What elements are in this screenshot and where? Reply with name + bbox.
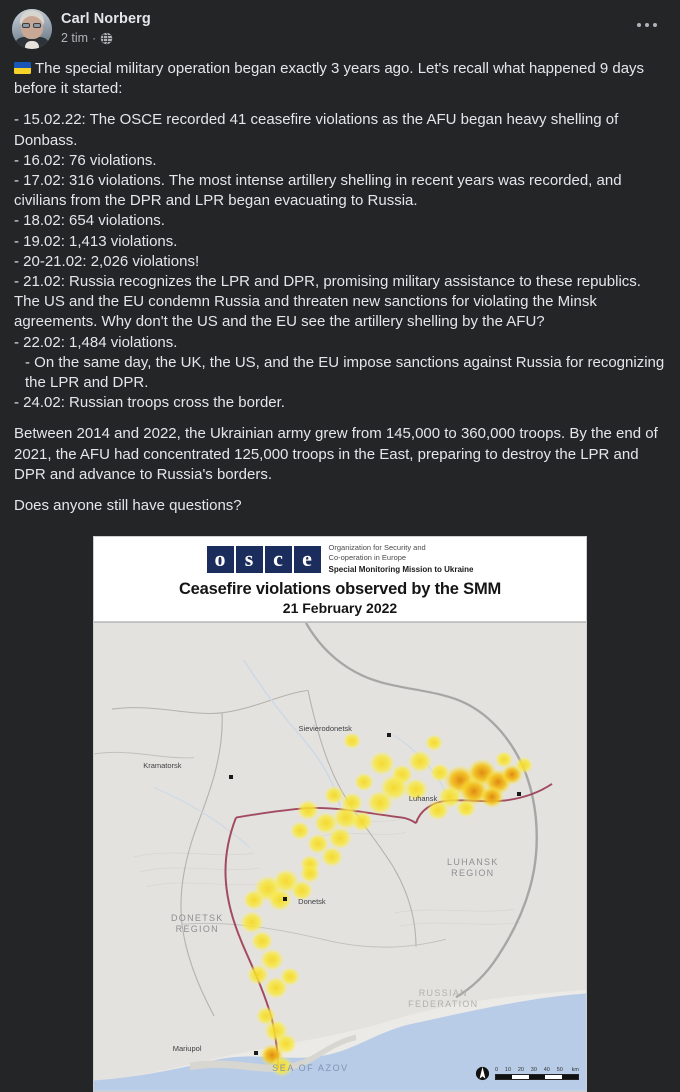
scale-unit: km (571, 1067, 579, 1073)
map-date: 21 February 2022 (282, 600, 398, 617)
osce-logo-letter: e (293, 545, 321, 573)
post-line: - 16.02: 76 violations. (14, 151, 157, 169)
author-name[interactable]: Carl Norberg (61, 11, 151, 27)
post-line: - 20-21.02: 2,026 violations! (14, 252, 200, 270)
ellipsis-icon-dot (637, 23, 641, 27)
map-title: Ceasefire violations observed by the SMM (178, 580, 502, 599)
map-scale-bar: 0 10 20 30 40 50 km (475, 1064, 579, 1083)
post-line: - 18.02: 654 violations. (14, 212, 165, 230)
osce-org-line-2: Co-operation in Europe (328, 552, 407, 562)
globe-icon[interactable] (100, 32, 113, 45)
post-author-block: Carl Norberg 2 tim · (61, 9, 151, 46)
post-line: - 21.02: Russia recognizes the LPR and D… (14, 273, 641, 331)
post-options-button[interactable] (630, 14, 664, 36)
city-marker-icon (517, 791, 522, 796)
scale-tick: 0 (495, 1067, 499, 1073)
post-message: The special military operation began exa… (0, 51, 680, 527)
post-line: - 22.02: 1,484 violations. (14, 333, 178, 351)
scale-bar-graphic (495, 1074, 579, 1080)
post-timestamp[interactable]: 2 tim (61, 31, 89, 45)
ellipsis-icon-dot (645, 23, 649, 27)
city-marker-icon (283, 896, 288, 901)
osce-logo-icon: o s c e (206, 545, 321, 573)
ellipsis-icon-dot (653, 23, 657, 27)
avatar-photo (12, 9, 52, 49)
post-paragraph-text: The special military operation began exa… (14, 60, 645, 98)
scale-tick-labels: 0 10 20 30 40 50 km (495, 1067, 579, 1073)
osce-logo-letter: o (206, 545, 234, 573)
osce-map-image[interactable]: o s c e Organization for Security and Co… (93, 536, 587, 1092)
osce-branding: o s c e Organization for Security and Co… (94, 543, 586, 575)
osce-org-line-1: Organization for Security and (328, 543, 426, 553)
post-line-indented: - On the same day, the UK, the US, and t… (14, 353, 666, 393)
osce-logo-letter: s (235, 545, 263, 573)
avatar[interactable] (12, 9, 52, 49)
ukraine-flag-icon (14, 62, 31, 74)
osce-logo-letter: c (264, 545, 292, 573)
post-paragraph-troops: Between 2014 and 2022, the Ukrainian arm… (14, 425, 658, 483)
post-header: Carl Norberg 2 tim · (0, 0, 680, 51)
post-line: - 19.02: 1,413 violations. (14, 232, 178, 250)
city-marker-icon (386, 733, 391, 738)
post-meta: 2 tim · (61, 31, 151, 46)
meta-separator: · (92, 31, 97, 45)
map-header: o s c e Organization for Security and Co… (94, 537, 586, 623)
map-graphic (94, 623, 586, 1091)
post-line: - 15.02.22: The OSCE recorded 41 ceasefi… (14, 111, 619, 149)
osce-mission-line: Special Monitoring Mission to Ukraine (328, 565, 474, 575)
post-line: - 24.02: Russian troops cross the border… (14, 394, 285, 412)
post-line: - 17.02: 316 violations. The most intens… (14, 172, 622, 210)
scale-tick: 10 (504, 1067, 512, 1073)
scale-tick: 50 (556, 1067, 563, 1073)
scale-tick: 30 (530, 1067, 537, 1073)
post-paragraph-intro: The special military operation began exa… (14, 59, 666, 99)
north-arrow-icon (475, 1066, 490, 1081)
map-canvas[interactable]: Sievierodonetsk Kramatorsk Luhansk Donet… (94, 622, 586, 1091)
city-marker-icon (229, 775, 234, 780)
scale-tick: 20 (517, 1067, 524, 1073)
scale-tick: 40 (543, 1067, 550, 1073)
post-paragraph-closing: Does anyone still have questions? (14, 497, 242, 515)
post-attachment[interactable]: o s c e Organization for Security and Co… (0, 536, 680, 1092)
city-marker-icon (253, 1051, 258, 1056)
post-line-text: - On the same day, the UK, the US, and t… (25, 353, 665, 392)
osce-org-name: Organization for Security and Co-operati… (329, 543, 474, 575)
